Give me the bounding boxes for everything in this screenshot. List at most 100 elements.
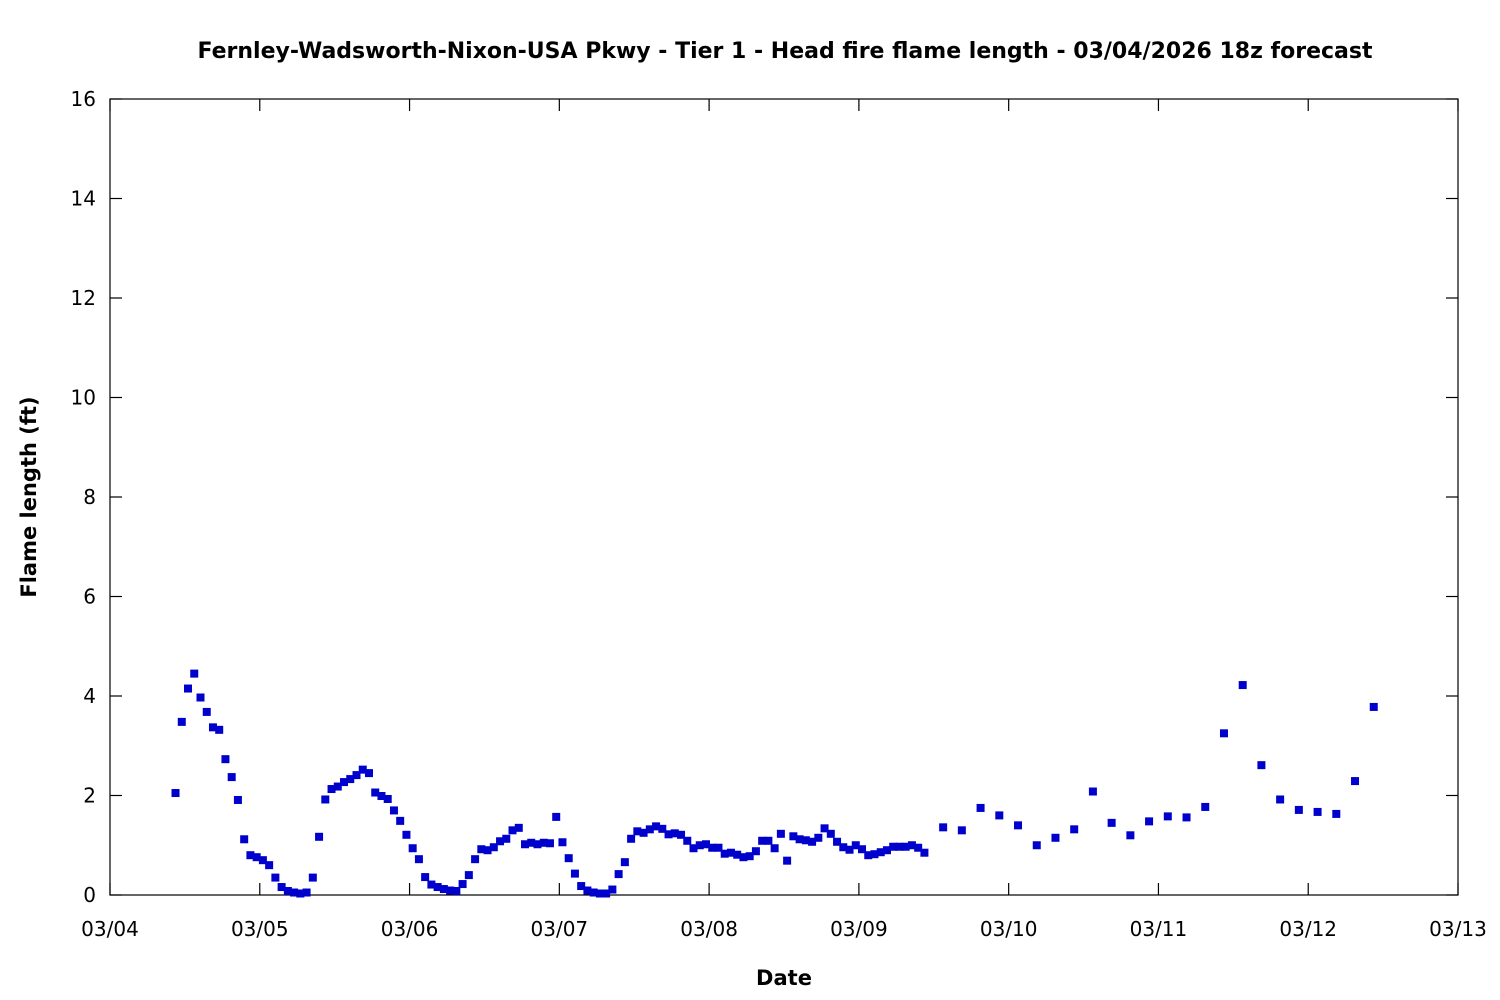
data-point: [283, 887, 292, 896]
data-point: [514, 823, 523, 832]
data-point: [739, 853, 748, 862]
data-point: [227, 773, 236, 782]
data-point: [290, 888, 299, 897]
data-point: [845, 845, 854, 854]
data-point: [1201, 802, 1210, 811]
y-tick-label: 2: [83, 784, 96, 808]
data-point: [184, 684, 193, 693]
y-tick-label: 12: [71, 286, 96, 310]
data-point: [1276, 795, 1285, 804]
data-point: [377, 791, 386, 800]
data-point: [464, 871, 473, 880]
data-point: [408, 844, 417, 853]
data-point: [527, 838, 536, 847]
data-point: [920, 848, 929, 857]
data-point: [196, 693, 205, 702]
data-point: [1014, 821, 1023, 830]
data-point: [876, 848, 885, 857]
data-point: [171, 789, 180, 798]
x-tick-label: 03/11: [1130, 917, 1188, 941]
data-point: [508, 826, 517, 835]
data-point: [583, 886, 592, 895]
data-point: [389, 806, 398, 815]
data-point: [533, 840, 542, 849]
data-point: [1088, 787, 1097, 796]
data-point: [1126, 831, 1135, 840]
data-point: [708, 843, 717, 852]
x-tick-label: 03/07: [531, 917, 589, 941]
y-tick-label: 0: [83, 883, 96, 907]
data-point: [558, 838, 567, 847]
data-point: [346, 775, 355, 784]
data-point: [1332, 809, 1341, 818]
y-tick-label: 14: [71, 187, 96, 211]
data-point: [633, 827, 642, 836]
data-point: [808, 837, 817, 846]
data-point: [764, 836, 773, 845]
data-point: [1351, 777, 1360, 786]
data-point: [502, 834, 511, 843]
data-point: [826, 829, 835, 838]
data-point: [714, 843, 723, 852]
data-point: [608, 885, 617, 894]
data-point: [358, 765, 367, 774]
x-tick-label: 03/09: [830, 917, 888, 941]
data-point: [652, 822, 661, 831]
data-point: [265, 861, 274, 870]
data-point: [496, 837, 505, 846]
data-point: [402, 830, 411, 839]
data-point: [751, 847, 760, 856]
data-point: [726, 848, 735, 857]
data-point: [308, 873, 317, 882]
data-point: [733, 850, 742, 859]
x-tick-label: 03/12: [1279, 917, 1337, 941]
x-tick-label: 03/10: [980, 917, 1038, 941]
data-point: [901, 842, 910, 851]
data-point: [258, 856, 267, 865]
y-axis: 0 2 4 6 8 10 12 14 16: [71, 87, 1458, 907]
data-point: [421, 873, 430, 882]
data-point: [252, 853, 261, 862]
data-point: [439, 885, 448, 894]
chart-title: Fernley-Wadsworth-Nixon-USA Pkwy - Tier …: [197, 39, 1373, 64]
x-tick-label: 03/06: [381, 917, 439, 941]
data-point: [521, 840, 530, 849]
data-point: [452, 887, 461, 896]
data-point: [1238, 681, 1247, 690]
data-point: [995, 811, 1004, 820]
data-point: [627, 834, 636, 843]
plot-frame: [109, 98, 1459, 896]
data-point: [870, 850, 879, 859]
data-point: [414, 855, 423, 864]
data-point: [589, 888, 598, 897]
data-point: [1107, 818, 1116, 827]
data-point: [620, 858, 629, 867]
data-point: [858, 845, 867, 854]
data-point: [215, 725, 224, 734]
y-tick-label: 6: [83, 585, 96, 609]
data-point: [639, 828, 648, 837]
data-point: [1294, 805, 1303, 814]
data-point: [595, 889, 604, 898]
data-point: [371, 788, 380, 797]
data-point: [683, 836, 692, 845]
data-point: [820, 824, 829, 833]
data-point: [776, 829, 785, 838]
data-point: [246, 851, 255, 860]
data-point: [315, 832, 324, 841]
data-point: [895, 842, 904, 851]
data-point: [914, 843, 923, 852]
data-point: [658, 824, 667, 833]
data-point: [1145, 817, 1154, 826]
y-axis-label: Flame length (ft): [17, 396, 41, 597]
data-point: [1313, 807, 1322, 816]
data-point: [976, 803, 985, 812]
data-point: [833, 837, 842, 846]
y-tick-label: 8: [83, 485, 96, 509]
x-tick-label: 03/04: [81, 917, 139, 941]
data-point: [614, 870, 623, 879]
data-point: [458, 880, 467, 889]
data-point: [364, 769, 373, 778]
data-point: [177, 717, 186, 726]
